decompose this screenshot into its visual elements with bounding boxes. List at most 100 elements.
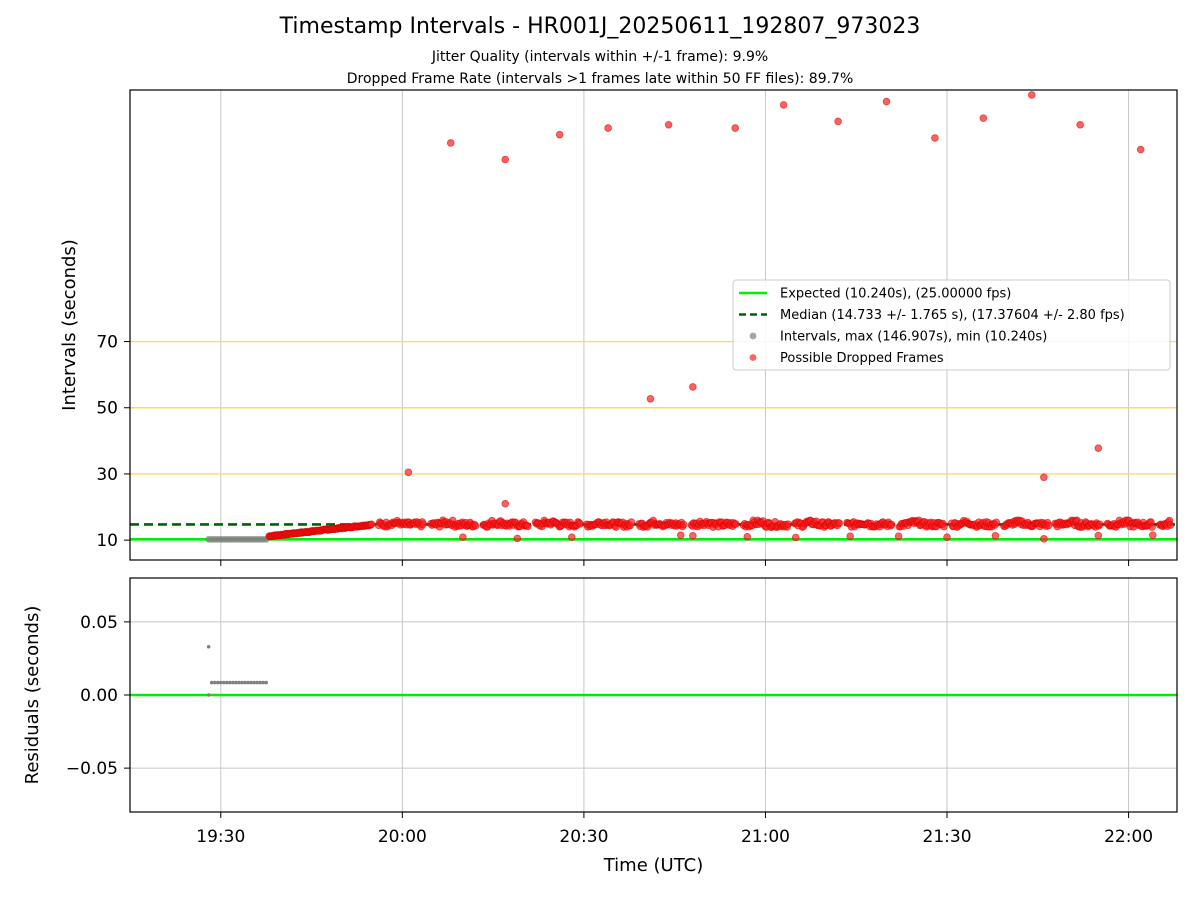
dropped-frame-point — [991, 532, 1000, 540]
legend-dropped-swatch — [749, 354, 757, 361]
legend-expected-label: Expected (10.240s), (25.00000 fps) — [780, 287, 1011, 302]
dropped-frame-point — [784, 520, 793, 528]
chart-subtitle-dropped: Dropped Frame Rate (intervals >1 frames … — [346, 71, 854, 87]
dropped-frame-point — [894, 532, 903, 540]
legend-intervals-swatch — [749, 332, 757, 340]
residual-point — [209, 680, 214, 685]
residual-point — [264, 680, 268, 685]
x-axis-label: Time (UTC) — [603, 855, 704, 876]
top-y-tick-label: 30 — [96, 465, 118, 485]
residual-point — [206, 693, 211, 697]
top-y-tick-label: 50 — [96, 399, 118, 419]
dropped-frame-point — [627, 518, 636, 526]
dropped-frame-point — [513, 534, 522, 543]
dropped-frame-point — [992, 518, 1001, 527]
intervals-plot-frame — [129, 89, 1178, 561]
residual-point — [206, 644, 211, 649]
legend-dropped-label: Possible Dropped Frames — [780, 351, 944, 366]
dropped-frame-point — [524, 522, 532, 531]
x-tick-label: 20:00 — [378, 827, 427, 847]
dropped-frame-point — [1040, 473, 1048, 482]
dropped-frame-point — [404, 468, 413, 477]
dropped-frame-point — [1094, 444, 1103, 452]
dropped-frame-point — [679, 520, 688, 529]
dropped-frame-point — [367, 520, 376, 529]
legend-median-label: Median (14.733 +/- 1.765 s), (17.37604 +… — [780, 308, 1125, 323]
residual-points — [206, 644, 268, 697]
legend: Expected (10.240s), (25.00000 fps) Median… — [732, 279, 1171, 371]
x-tick-label: 22:00 — [1104, 827, 1153, 847]
dropped-frame-point — [501, 155, 510, 164]
x-tick-label: 21:30 — [923, 827, 972, 847]
dropped-frame-point — [731, 124, 740, 132]
dropped-frame-point — [779, 101, 788, 109]
dropped-frame-point — [646, 395, 655, 403]
residual-point — [246, 680, 250, 685]
residual-point — [228, 680, 232, 685]
dropped-frame-point — [1166, 521, 1175, 529]
dropped-frame-point — [732, 520, 740, 528]
dropped-frame-point — [1094, 531, 1103, 540]
dropped-frame-point — [887, 520, 896, 529]
residual-point — [249, 680, 253, 685]
y-axis-label-intervals: Intervals (seconds) — [59, 239, 80, 411]
dropped-frame-point — [689, 383, 697, 391]
dropped-frame-point — [931, 134, 939, 142]
residual-point — [243, 680, 247, 685]
residual-point — [212, 680, 217, 685]
top-y-tick-label: 70 — [96, 333, 118, 353]
residual-point — [231, 680, 235, 685]
residual-point — [225, 680, 229, 685]
dropped-frame-point — [676, 531, 685, 539]
residual-point — [234, 680, 238, 685]
y-axis-label-residuals: Residuals (seconds) — [22, 606, 43, 785]
bottom-y-tick-label: −0.05 — [66, 759, 118, 779]
axis-ticks: 19:30 20:00 20:30 21:00 21:30 22:00 10 30 50 70 0.… — [66, 333, 1153, 847]
residual-point — [215, 680, 220, 685]
dropped-frame-point — [446, 139, 455, 147]
residual-point — [237, 680, 241, 685]
dropped-frame-point — [1027, 91, 1036, 99]
x-tick-label: 20:30 — [559, 827, 608, 847]
residual-point — [218, 680, 223, 685]
dropped-frame-point — [1044, 521, 1053, 530]
plot-frames — [129, 89, 1178, 813]
dropped-frame-point — [1040, 535, 1048, 543]
dropped-frame-point — [846, 532, 854, 540]
dropped-frame-point — [576, 520, 584, 528]
dropped-frame-point — [689, 532, 697, 540]
dropped-frame-point — [834, 117, 842, 126]
residual-point — [252, 680, 256, 685]
dropped-frame-point — [567, 533, 576, 541]
dropped-frame-point — [1136, 145, 1145, 154]
dropped-frame-point — [501, 499, 510, 508]
residual-point — [261, 680, 265, 685]
residual-point — [255, 680, 259, 685]
dropped-frame-point — [604, 124, 612, 132]
chart-title: Timestamp Intervals - HR001J_20250611_19… — [279, 14, 921, 39]
dropped-frame-point — [940, 522, 948, 531]
dropped-frame-point — [835, 519, 844, 527]
dropped-frame-point — [664, 120, 673, 129]
interval-points — [205, 91, 1175, 543]
dropped-frame-point — [943, 533, 951, 541]
chart-subtitle-jitter: Jitter Quality (intervals within +/-1 fr… — [431, 49, 769, 65]
legend-box — [732, 279, 1171, 371]
x-tick-label: 19:30 — [196, 827, 245, 847]
dropped-frame-point — [979, 114, 988, 122]
dropped-frame-point — [1148, 523, 1156, 531]
residual-point — [258, 680, 262, 685]
dropped-frame-point — [1076, 120, 1084, 129]
bottom-y-tick-label: 0.00 — [80, 686, 118, 706]
x-tick-label: 21:00 — [741, 827, 790, 847]
dropped-frame-point — [1095, 520, 1104, 529]
dropped-frame-point — [1148, 531, 1157, 539]
dropped-frame-point — [471, 522, 480, 530]
residual-point — [240, 680, 244, 685]
top-y-tick-label: 10 — [96, 531, 118, 551]
legend-intervals-label: Intervals, max (146.907s), min (10.240s) — [780, 330, 1047, 345]
dropped-frame-point — [743, 533, 752, 541]
residual-point — [222, 680, 226, 685]
dropped-frame-point — [882, 97, 891, 106]
